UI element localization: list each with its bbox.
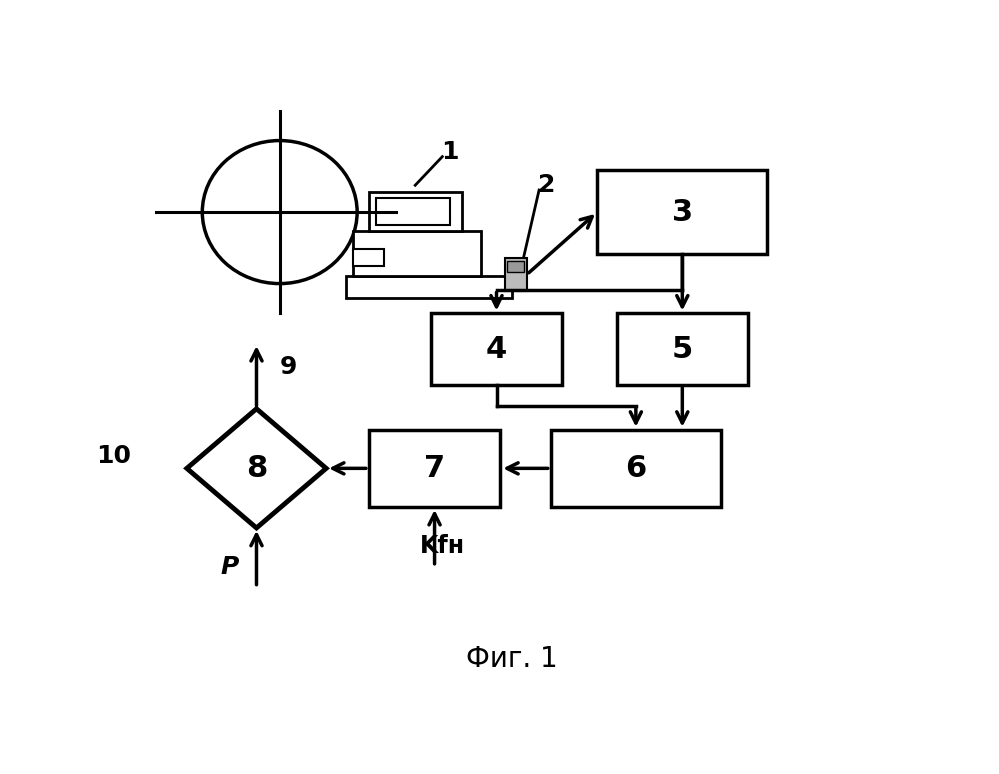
Text: P: P <box>220 555 239 579</box>
Text: 6: 6 <box>625 454 646 483</box>
Bar <box>505 259 526 291</box>
Text: 8: 8 <box>246 454 267 483</box>
Bar <box>377 198 450 225</box>
Bar <box>354 249 385 265</box>
Bar <box>354 231 482 276</box>
Text: 9: 9 <box>280 355 297 379</box>
Polygon shape <box>187 409 326 528</box>
Bar <box>507 261 524 272</box>
Text: 10: 10 <box>96 444 131 468</box>
Bar <box>616 313 748 385</box>
Bar <box>550 430 721 507</box>
Text: 4: 4 <box>486 334 507 364</box>
Bar <box>597 170 767 254</box>
Bar <box>346 276 512 299</box>
Text: 7: 7 <box>424 454 446 483</box>
Text: 1: 1 <box>442 140 459 165</box>
Text: 5: 5 <box>671 334 693 364</box>
Bar <box>431 313 562 385</box>
Text: 3: 3 <box>671 197 693 227</box>
Text: 2: 2 <box>538 173 555 197</box>
Text: Фиг. 1: Фиг. 1 <box>467 645 557 673</box>
Text: Kfн: Kfн <box>420 534 465 558</box>
Bar <box>369 430 500 507</box>
Bar <box>369 193 462 231</box>
